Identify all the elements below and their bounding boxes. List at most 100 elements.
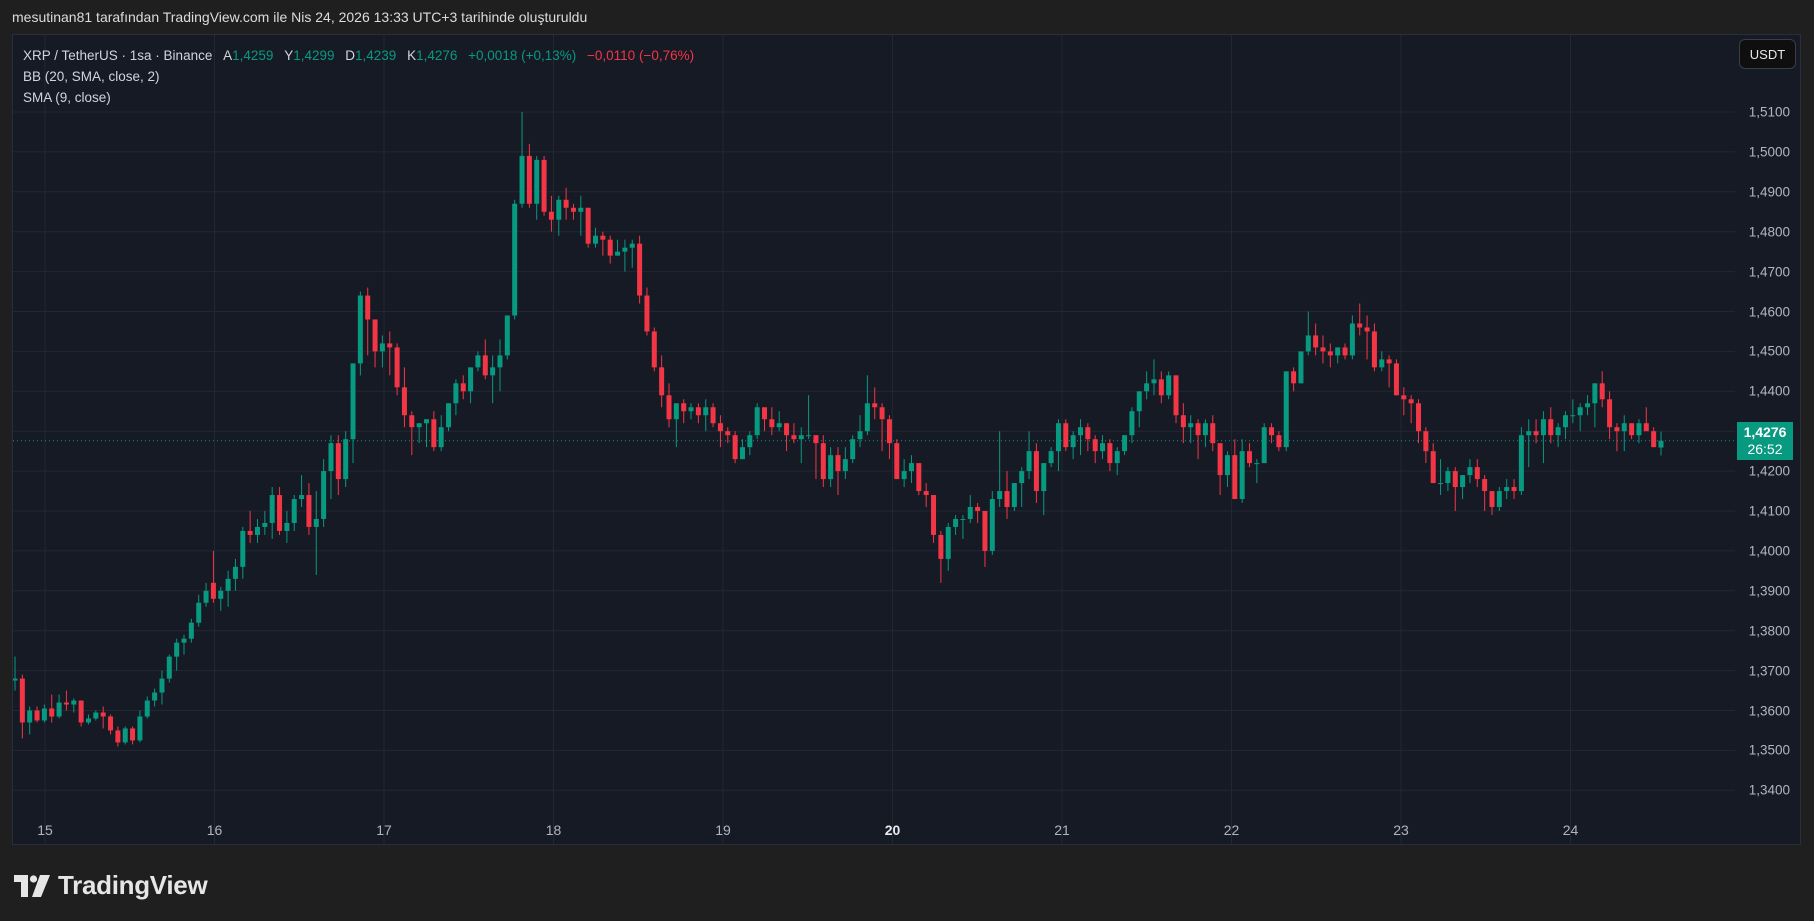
currency-button[interactable]: USDT	[1739, 39, 1796, 69]
candle	[387, 331, 393, 376]
candle	[1393, 359, 1399, 396]
candle	[872, 387, 878, 420]
candle	[556, 195, 562, 236]
candle	[262, 511, 268, 535]
candle	[1430, 443, 1436, 484]
candle	[379, 335, 385, 368]
price-axis[interactable]: 1,5100 1,5000 1,4900 1,4800 1,4700 1,4600 1,45…	[1735, 35, 1800, 844]
tradingview-logo-icon	[14, 874, 50, 897]
candle	[615, 239, 621, 256]
price-tick: 1,3800	[1748, 623, 1790, 639]
candle	[651, 327, 657, 372]
candle	[56, 694, 62, 719]
candle	[717, 415, 723, 448]
time-tick: 18	[545, 822, 562, 838]
tradingview-logo: TradingView	[14, 870, 208, 901]
candle	[776, 411, 782, 432]
candle	[19, 674, 25, 739]
candle	[1658, 431, 1664, 456]
candle	[519, 112, 525, 208]
candle	[1041, 463, 1047, 515]
candle	[1254, 459, 1260, 484]
candle	[1166, 371, 1172, 400]
candle	[497, 339, 503, 392]
candle	[1136, 391, 1142, 428]
candle	[607, 235, 613, 264]
candle	[1026, 431, 1032, 480]
candle	[1518, 427, 1524, 496]
candle	[578, 195, 584, 236]
candle	[541, 155, 547, 216]
candle	[1313, 323, 1319, 356]
price-tick: 1,4600	[1748, 304, 1790, 319]
candle	[1335, 347, 1341, 364]
candle	[13, 656, 18, 691]
candle	[1599, 371, 1605, 408]
candle	[1063, 419, 1069, 452]
candle	[1489, 491, 1495, 515]
candle	[1526, 419, 1532, 468]
candle	[681, 399, 687, 424]
candle	[34, 706, 40, 723]
candle	[784, 423, 790, 452]
candle	[93, 710, 99, 721]
candle	[196, 594, 202, 627]
candle	[886, 415, 892, 460]
candle	[850, 435, 856, 464]
candle	[254, 518, 260, 543]
candle	[1202, 419, 1208, 448]
candle	[960, 514, 966, 539]
candle	[1320, 335, 1326, 364]
candle	[188, 618, 194, 643]
candle	[953, 514, 959, 535]
candle	[901, 459, 907, 488]
price-tick: 1,5000	[1748, 144, 1790, 160]
time-tick: 16	[206, 822, 223, 838]
candle	[1555, 423, 1561, 448]
indicator-sma[interactable]: SMA (9, close)	[23, 90, 111, 105]
candle	[1548, 407, 1554, 444]
price-tick: 1,4900	[1748, 184, 1790, 200]
candle	[482, 339, 488, 380]
candle	[1511, 479, 1517, 500]
candle	[49, 694, 55, 723]
low-label: D	[345, 48, 356, 63]
candle	[203, 582, 209, 607]
candle	[600, 231, 606, 256]
candle	[78, 700, 84, 727]
candle	[666, 383, 672, 428]
candle	[1004, 471, 1010, 519]
candle	[798, 427, 804, 464]
candle	[512, 199, 518, 320]
last-price-value: 1,4276	[1743, 423, 1787, 440]
symbol-title[interactable]: XRP / TetherUS · 1sa · Binance	[23, 48, 213, 63]
candlestick-plot[interactable]	[13, 35, 1735, 844]
candle	[1364, 315, 1370, 360]
candle	[284, 511, 290, 543]
candle	[1055, 419, 1061, 472]
candle	[1107, 439, 1113, 472]
candle	[328, 435, 334, 500]
candle	[1570, 399, 1576, 424]
candle	[894, 439, 900, 480]
candle	[1100, 435, 1106, 460]
candle	[460, 375, 466, 400]
candle	[593, 227, 599, 248]
candle	[394, 343, 400, 396]
candle	[424, 419, 429, 448]
candle	[754, 403, 760, 440]
candle	[1077, 419, 1083, 456]
tradingview-wordmark: TradingView	[58, 870, 208, 900]
chart-pane[interactable]: 1,5100 1,5000 1,4900 1,4800 1,4700 1,4600 1,45…	[12, 34, 1801, 845]
indicator-bb[interactable]: BB (20, SMA, close, 2)	[23, 69, 160, 84]
symbol-legend-row[interactable]: XRP / TetherUS · 1sa · Binance A1,4259 Y…	[23, 45, 694, 66]
candle	[1247, 443, 1252, 468]
candle	[975, 503, 981, 523]
candle	[1011, 483, 1017, 511]
candle	[1180, 403, 1186, 444]
candle	[468, 367, 474, 404]
time-tick: 15	[37, 822, 53, 838]
candle	[63, 690, 69, 711]
candle	[813, 435, 819, 480]
time-tick: 22	[1223, 822, 1240, 838]
